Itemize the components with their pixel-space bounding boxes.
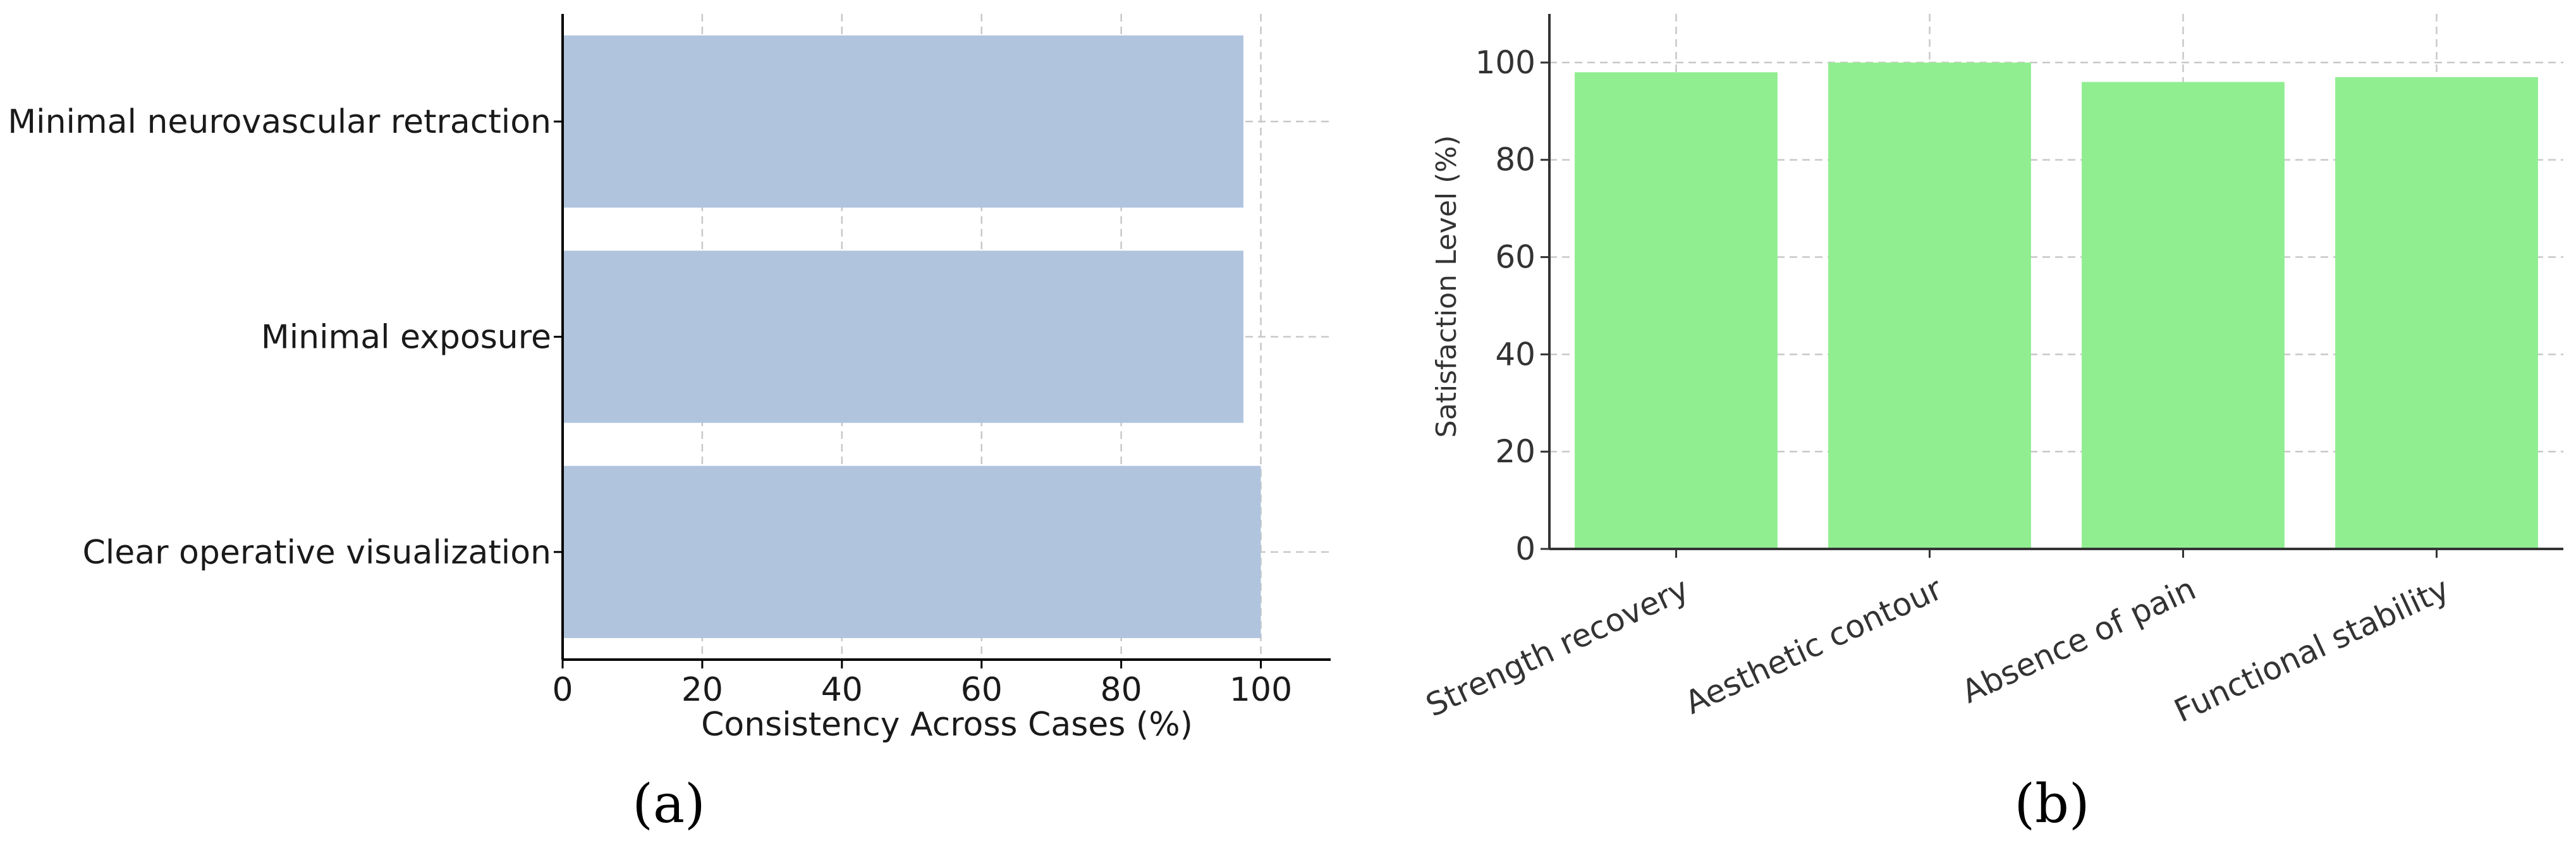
chart-b-y-axis-label: Satisfaction Level (%) <box>1431 135 1463 438</box>
chart-b-y-tick-label: 80 <box>1495 142 1535 178</box>
chart-a-bar <box>563 35 1243 208</box>
chart-a-x-tick-label: 100 <box>1230 671 1292 709</box>
chart-b-bars <box>1575 62 2538 550</box>
chart-a-x-tick-label: 80 <box>1101 671 1142 709</box>
chart-b-y-tick-label: 0 <box>1515 531 1535 567</box>
chart-a-x-tick-label: 40 <box>821 671 863 709</box>
chart-b-y-tick-label: 40 <box>1495 336 1535 372</box>
chart-b-bar <box>1575 72 1778 550</box>
chart-b-bar <box>2335 77 2538 550</box>
chart-b-y-tick-label: 60 <box>1495 239 1535 276</box>
panel-a-label: (a) <box>632 773 705 835</box>
chart-a: 0 20 40 60 80 100 Minimal neurovascular retra… <box>8 14 1331 835</box>
chart-b-axes <box>1541 14 2563 558</box>
chart-a-ticks: 0 20 40 60 80 100 <box>552 671 1292 709</box>
chart-a-category-label: Clear operative visualization <box>82 534 551 572</box>
chart-b-y-tick-label: 20 <box>1495 433 1535 470</box>
chart-b-category-label: Functional stability <box>2169 570 2455 730</box>
chart-a-x-tick-label: 60 <box>961 671 1003 709</box>
chart-a-x-tick-label: 0 <box>552 671 573 709</box>
chart-b-bar <box>2082 82 2285 549</box>
panel-b-label: (b) <box>2014 773 2089 835</box>
chart-a-category-labels: Minimal neurovascular retraction Minimal … <box>8 103 551 572</box>
chart-b: 0 20 40 60 80 100 Strength recoveryAesthetic … <box>1420 14 2563 835</box>
chart-a-x-tick-label: 20 <box>681 671 723 709</box>
chart-b-bar <box>1828 62 2031 550</box>
chart-a-axes <box>554 14 1331 668</box>
chart-b-category-label: Strength recovery <box>1420 570 1694 724</box>
chart-a-bar <box>563 250 1243 423</box>
chart-b-category-label: Absence of pain <box>1956 570 2202 711</box>
chart-a-category-label: Minimal neurovascular retraction <box>8 103 551 141</box>
chart-a-x-axis-label: Consistency Across Cases (%) <box>701 706 1193 744</box>
chart-b-ticks: 0 20 40 60 80 100 <box>1475 44 1535 567</box>
chart-b-category-label: Aesthetic contour <box>1680 570 1948 721</box>
chart-b-y-tick-label: 100 <box>1475 44 1535 81</box>
chart-a-category-label: Minimal exposure <box>261 319 551 357</box>
chart-a-bar <box>563 465 1261 638</box>
chart-a-bars <box>563 35 1261 638</box>
